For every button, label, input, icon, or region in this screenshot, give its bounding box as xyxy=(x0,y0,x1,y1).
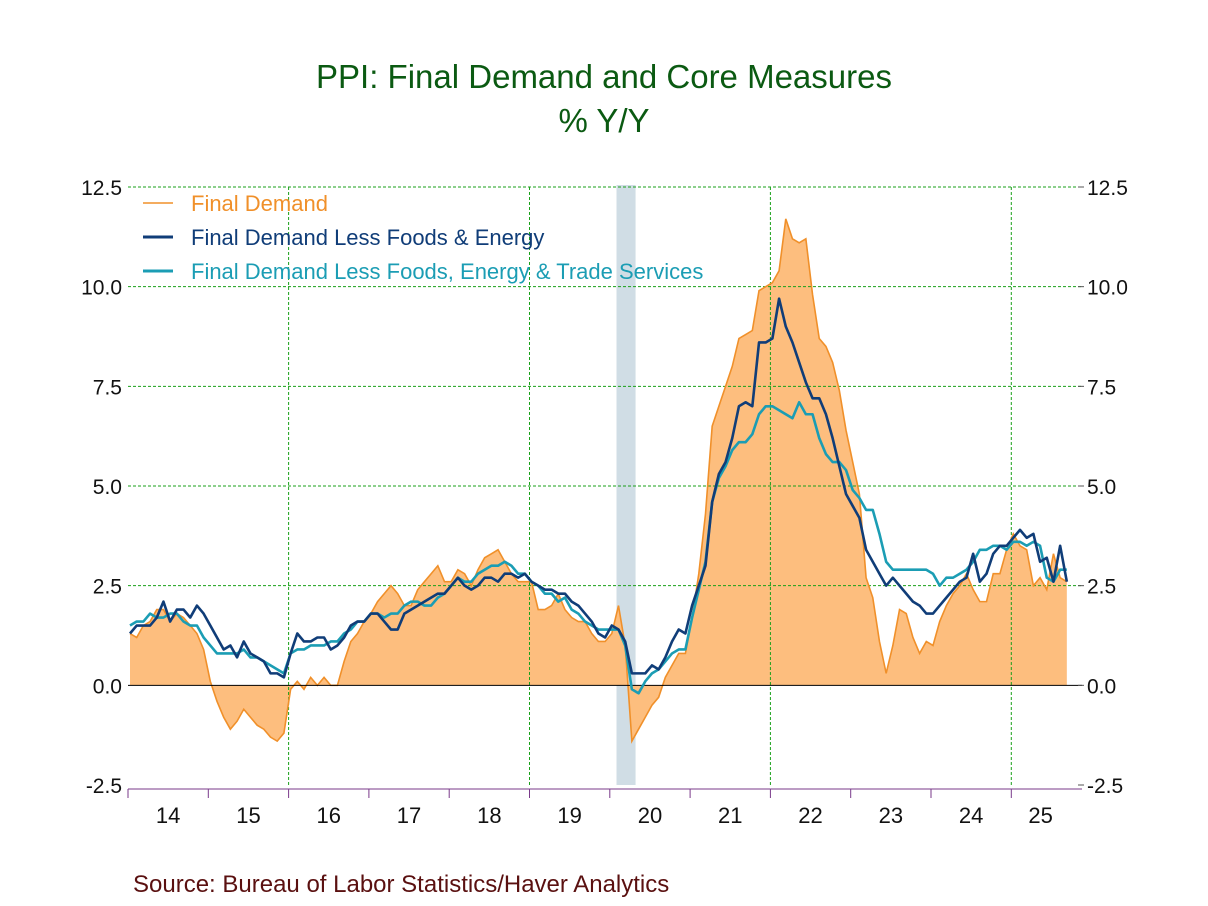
x-tick-label: 14 xyxy=(156,803,180,828)
series-line-core xyxy=(129,297,1069,679)
y-tick-label-left: 7.5 xyxy=(93,376,122,399)
chart-title: PPI: Final Demand and Core Measures xyxy=(316,58,892,95)
x-tick-label: 16 xyxy=(317,803,341,828)
x-tick-label: 19 xyxy=(557,803,581,828)
y-tick-label-right: 7.5 xyxy=(1087,376,1116,399)
y-tick-label-right: 0.0 xyxy=(1087,675,1116,698)
y-tick-label-left: 12.5 xyxy=(81,177,122,200)
y-tick-label-right: 5.0 xyxy=(1087,476,1116,499)
legend-label: Final Demand Less Foods & Energy xyxy=(191,225,544,250)
y-tick-label-right: 2.5 xyxy=(1087,576,1116,599)
x-tick-label: 24 xyxy=(959,803,983,828)
x-tick-label: 17 xyxy=(397,803,421,828)
y-tick-label-left: 0.0 xyxy=(93,675,122,698)
y-tick-label-left: 5.0 xyxy=(93,476,122,499)
y-tick-label-left: 10.0 xyxy=(81,277,122,300)
x-tick-label: 23 xyxy=(879,803,903,828)
series-line-final-demand xyxy=(129,218,1068,744)
x-tick-label: 20 xyxy=(638,803,662,828)
series-area-final-demand xyxy=(130,218,1067,742)
x-tick-label: 25 xyxy=(1028,803,1052,828)
legend-label: Final Demand Less Foods, Energy & Trade … xyxy=(191,259,703,284)
y-tick-label-left: 2.5 xyxy=(93,576,122,599)
x-tick-label: 22 xyxy=(798,803,822,828)
x-tick-label: 18 xyxy=(477,803,501,828)
x-tick-label: 21 xyxy=(718,803,742,828)
y-tick-label-left: -2.5 xyxy=(86,775,122,798)
y-tick-label-right: -2.5 xyxy=(1087,775,1123,798)
chart-subtitle: % Y/Y xyxy=(558,102,650,139)
y-tick-label-right: 12.5 xyxy=(1087,177,1128,200)
y-tick-label-right: 10.0 xyxy=(1087,277,1128,300)
legend-label: Final Demand xyxy=(191,191,328,216)
source-note: Source: Bureau of Labor Statistics/Haver… xyxy=(133,871,670,898)
x-tick-label: 15 xyxy=(236,803,260,828)
